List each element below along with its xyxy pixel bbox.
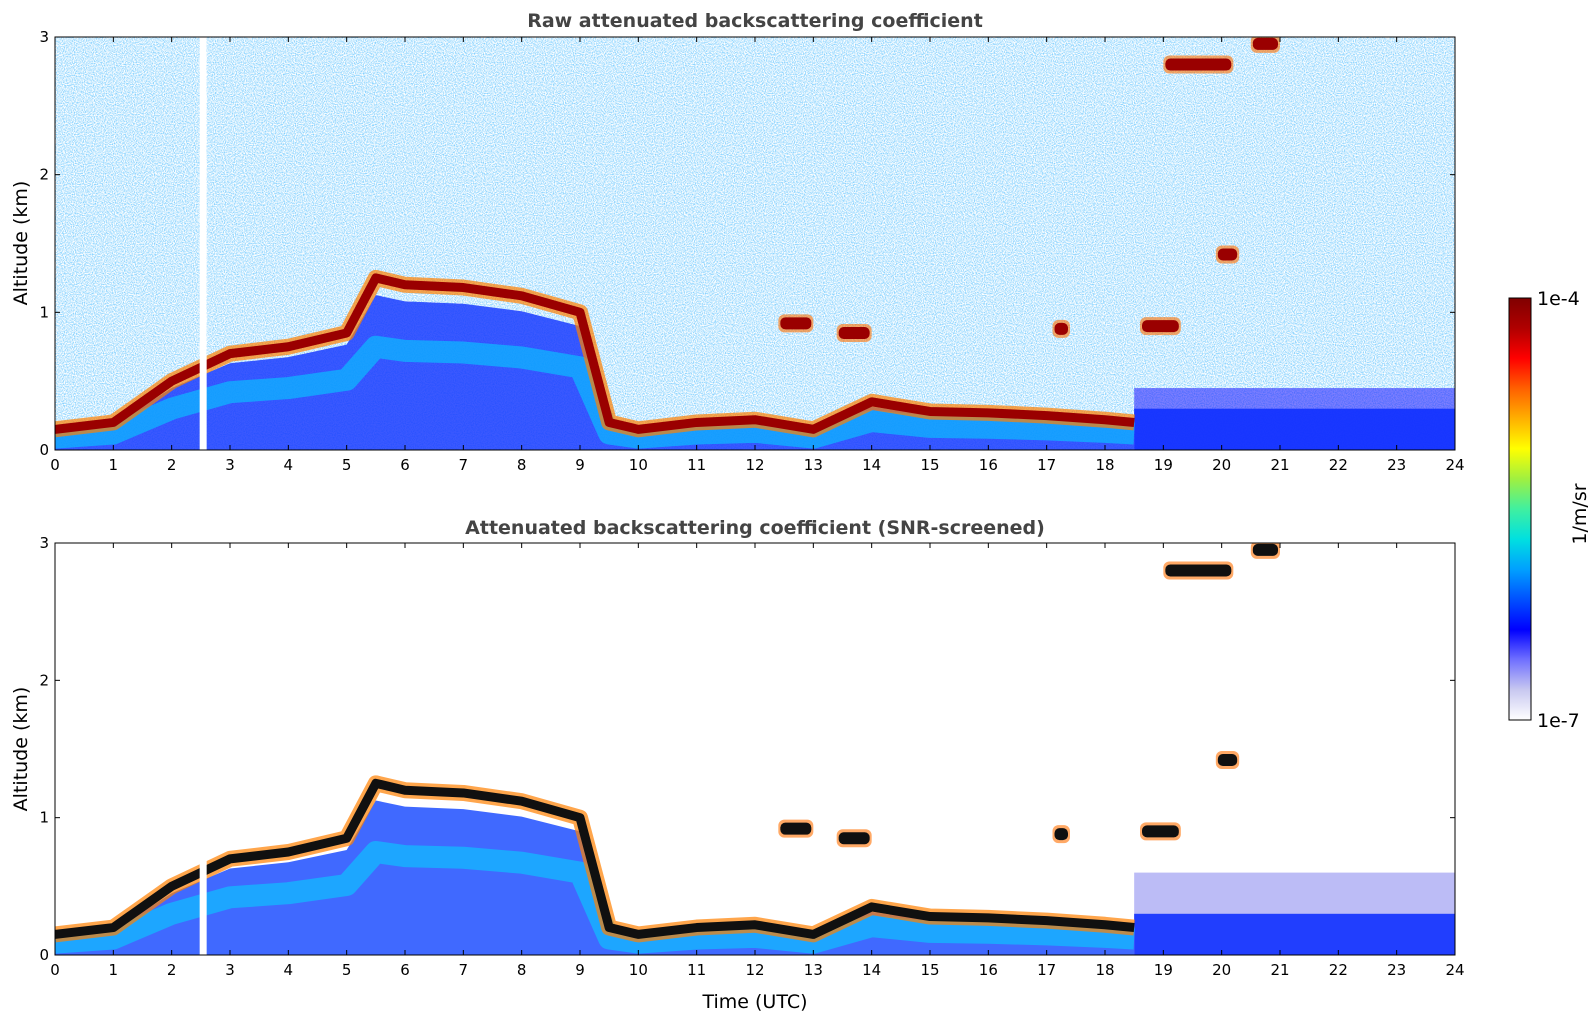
elevated-cloud xyxy=(838,326,870,339)
colorbar-scale xyxy=(1508,297,1532,721)
layer-gradient-cyan xyxy=(55,841,1135,954)
x-tick-label: 21 xyxy=(1270,456,1289,474)
x-tick-label: 16 xyxy=(979,961,998,979)
elevated-cloud xyxy=(1054,828,1068,841)
panel-raw-ylabel: Altitude (km) xyxy=(10,181,32,306)
x-tick-label: 14 xyxy=(862,456,881,474)
surface-haze xyxy=(1134,913,1455,955)
y-tick-label: 0 xyxy=(39,946,49,964)
x-tick-label: 22 xyxy=(1329,456,1348,474)
x-tick-label: 3 xyxy=(225,961,235,979)
elevated-cloud xyxy=(1142,320,1179,333)
x-tick-label: 23 xyxy=(1387,961,1406,979)
x-tick-label: 18 xyxy=(1095,456,1114,474)
y-tick-label: 3 xyxy=(39,534,49,552)
panel-screened-heatmap xyxy=(55,543,1455,955)
y-tick-label: 2 xyxy=(39,166,49,184)
elevated-cloud xyxy=(1252,37,1278,50)
x-tick-label: 9 xyxy=(575,456,585,474)
panel-screened-xlabel: Time (UTC) xyxy=(701,991,807,1013)
y-tick-label: 1 xyxy=(39,809,49,827)
colorbar: 1e-4 1e-7 1/m/sr xyxy=(1508,288,1591,732)
x-tick-label: 24 xyxy=(1445,961,1464,979)
colorbar-max-label: 1e-4 xyxy=(1537,288,1580,310)
x-tick-label: 6 xyxy=(400,456,410,474)
x-tick-label: 0 xyxy=(50,961,60,979)
panel-raw-x-axis: 0 1 2 3 4 5 6 7 8 9 10 11 12 13 14 15 16 17 18 19 20 21 22 23 24 xyxy=(50,37,1465,474)
x-tick-label: 0 xyxy=(50,456,60,474)
colorbar-min-label: 1e-7 xyxy=(1537,710,1580,732)
y-tick-label: 0 xyxy=(39,441,49,459)
data-gap xyxy=(199,37,207,450)
y-tick-label: 3 xyxy=(39,28,49,46)
panel-screened-y-axis: 0 1 2 3 xyxy=(39,534,1455,964)
x-tick-label: 2 xyxy=(167,961,177,979)
panel-screened-x-axis: 0 1 2 3 4 5 6 7 8 9 10 11 12 13 14 15 16 17 18 19 20 21 22 23 24 xyxy=(50,543,1465,979)
x-tick-label: 13 xyxy=(804,456,823,474)
x-tick-label: 8 xyxy=(517,456,527,474)
x-tick-label: 11 xyxy=(687,961,706,979)
panel-screened: Attenuated backscattering coefficient (S… xyxy=(10,517,1465,1013)
elevated-cloud xyxy=(780,317,812,330)
x-tick-label: 18 xyxy=(1095,961,1114,979)
data-gap xyxy=(199,543,207,955)
x-tick-label: 20 xyxy=(1212,961,1231,979)
x-tick-label: 23 xyxy=(1387,456,1406,474)
x-tick-label: 4 xyxy=(284,456,294,474)
y-tick-label: 2 xyxy=(39,671,49,689)
x-tick-label: 17 xyxy=(1037,961,1056,979)
x-tick-label: 15 xyxy=(920,961,939,979)
x-tick-label: 5 xyxy=(342,456,352,474)
x-tick-label: 9 xyxy=(575,961,585,979)
elevated-cloud xyxy=(1252,543,1278,556)
elevated-cloud xyxy=(1165,58,1232,71)
panel-raw-y-axis: 0 1 2 3 xyxy=(39,28,1455,459)
y-tick-label: 1 xyxy=(39,303,49,321)
x-tick-label: 1 xyxy=(109,456,119,474)
x-tick-label: 3 xyxy=(225,456,235,474)
x-tick-label: 7 xyxy=(459,961,469,979)
x-tick-label: 16 xyxy=(979,456,998,474)
layer-top xyxy=(55,273,1135,434)
panel-screened-ylabel: Altitude (km) xyxy=(10,687,32,812)
x-tick-label: 7 xyxy=(459,456,469,474)
elevated-cloud xyxy=(1054,322,1068,335)
x-tick-label: 5 xyxy=(342,961,352,979)
x-tick-label: 8 xyxy=(517,961,527,979)
x-tick-label: 21 xyxy=(1270,961,1289,979)
x-tick-label: 12 xyxy=(745,456,764,474)
x-tick-label: 11 xyxy=(687,456,706,474)
elevated-cloud xyxy=(1165,564,1232,577)
elevated-cloud xyxy=(1142,825,1179,838)
layer-top xyxy=(55,778,1135,939)
elevated-cloud xyxy=(1217,248,1238,261)
x-tick-label: 17 xyxy=(1037,456,1056,474)
panel-raw-title: Raw attenuated backscattering coefficien… xyxy=(527,10,983,32)
surface-haze xyxy=(1134,408,1455,450)
panel-raw: Raw attenuated backscattering coefficien… xyxy=(10,10,1465,474)
x-tick-label: 1 xyxy=(109,961,119,979)
layer-gradient-cyan xyxy=(55,335,1135,449)
x-tick-label: 6 xyxy=(400,961,410,979)
x-tick-label: 24 xyxy=(1445,456,1464,474)
x-tick-label: 14 xyxy=(862,961,881,979)
x-tick-label: 10 xyxy=(629,961,648,979)
panel-screened-title: Attenuated backscattering coefficient (S… xyxy=(465,517,1045,539)
x-tick-label: 19 xyxy=(1154,456,1173,474)
elevated-cloud xyxy=(838,832,870,845)
elevated-cloud xyxy=(780,822,812,835)
x-tick-label: 4 xyxy=(284,961,294,979)
x-tick-label: 12 xyxy=(745,961,764,979)
x-tick-label: 19 xyxy=(1154,961,1173,979)
x-tick-label: 13 xyxy=(804,961,823,979)
x-tick-label: 2 xyxy=(167,456,177,474)
x-tick-label: 15 xyxy=(920,456,939,474)
panel-raw-heatmap xyxy=(55,37,1455,450)
x-tick-label: 10 xyxy=(629,456,648,474)
elevated-cloud xyxy=(1217,753,1238,766)
colorbar-label: 1/m/sr xyxy=(1569,483,1591,544)
x-tick-label: 22 xyxy=(1329,961,1348,979)
x-tick-label: 20 xyxy=(1212,456,1231,474)
